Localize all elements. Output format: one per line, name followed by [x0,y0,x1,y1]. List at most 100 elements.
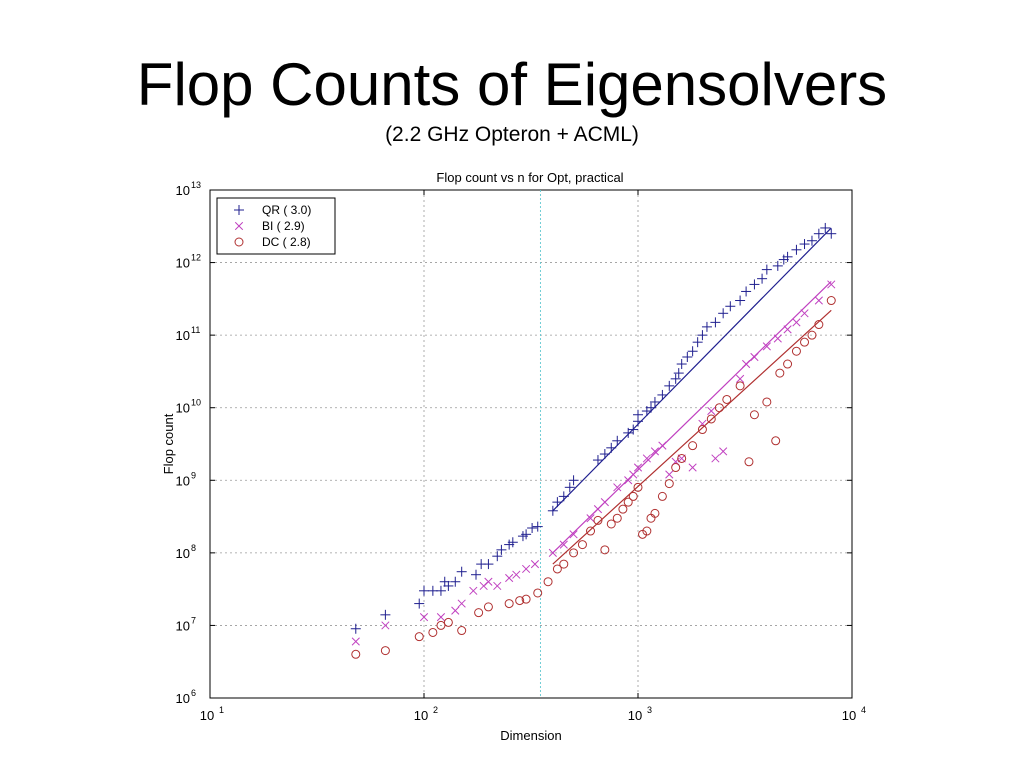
data-point [814,296,823,305]
data-point [492,551,503,562]
data-point [645,402,656,413]
data-point [593,505,603,514]
data-point [719,447,728,456]
legend-marker [234,205,244,215]
data-point [725,301,736,312]
y-tick-exponent: 7 [191,615,196,625]
data-point [688,463,697,472]
cross-b [600,498,609,507]
data-point [642,454,651,463]
data-point [414,632,424,642]
data-point [826,296,836,306]
data-point [736,374,745,383]
y-tick-label: 10 13 [176,180,201,198]
data-point [600,545,610,555]
data-point [547,505,558,516]
data-point [671,463,681,473]
data-point [493,581,502,591]
data-point [521,529,532,540]
y-tick-base: 10 [176,328,190,343]
data-point [457,599,466,608]
grid-lines [210,190,852,698]
data-point [706,414,716,424]
data-point [419,613,429,622]
data-point [629,470,638,479]
data-point [741,286,752,297]
cross-b [234,221,244,231]
x-tick-exponent: 1 [219,705,224,715]
data-point [548,548,557,557]
cross-b [586,514,595,523]
data-point [806,235,817,246]
data-point [496,544,507,555]
data-point [783,325,792,334]
cross-b [569,530,578,539]
data-point [735,295,746,306]
data-point [710,317,721,328]
data-point [657,389,668,400]
data-point [682,351,693,362]
y-tick-exponent: 9 [191,470,196,480]
legend: QR ( 3.0) BI ( 2.9) DC ( 2.8) [216,197,336,255]
data-point [633,409,643,420]
data-point [628,424,639,435]
cross-b [493,581,502,591]
data-point [677,454,686,463]
data-point [697,330,708,341]
data-point [469,586,478,595]
data-point [762,342,771,351]
y-tick-base: 10 [176,546,190,561]
data-point [612,513,622,523]
data-point [813,228,824,239]
cross-b [762,342,771,351]
data-point [633,463,643,472]
data-point [559,540,568,549]
cross-b [351,637,360,646]
data-point [559,559,569,569]
y-axis-label: Flop count [161,413,176,474]
data-point [791,346,801,356]
data-point [707,406,716,416]
y-tick-base: 10 [176,183,190,198]
x-tick-label: 10 3 [628,705,652,723]
fit-line [552,227,832,512]
y-tick-base: 10 [176,256,190,271]
data-point [507,537,518,548]
data-point [676,359,687,370]
cross-b [419,613,429,622]
data-point [791,244,802,255]
data-point [568,475,579,486]
data-point [735,381,745,391]
data-point [586,526,596,536]
data-point [826,228,837,239]
data-point [533,588,543,598]
legend-marker [234,237,244,247]
cross-b [677,454,686,463]
data-point [750,352,759,362]
cross-b [688,463,697,472]
x-tick-base: 10 [414,708,428,723]
data-point [697,425,707,435]
legend-label: QR ( 3.0) [262,203,311,217]
data-point [665,470,674,479]
data-point [749,410,759,420]
cross-b [642,454,651,463]
data-point [600,498,609,507]
data-point [714,403,724,413]
data-point [527,523,538,534]
data-point [569,530,578,539]
data-point [414,598,425,609]
y-tick-label: 10 6 [176,688,196,706]
y-tick-exponent: 12 [191,253,201,263]
data-point [657,491,667,501]
data-point [799,239,810,250]
legend-label: DC ( 2.8) [262,235,311,249]
data-point [428,627,438,637]
data-point [606,442,617,453]
data-point [592,455,603,466]
data-point [457,626,467,636]
y-tick-label: 10 11 [176,325,201,343]
y-tick-exponent: 6 [191,688,196,698]
data-point [701,321,712,332]
scatter-chart: Flop count vs n for Opt, practical 10 1 10… [161,170,866,743]
